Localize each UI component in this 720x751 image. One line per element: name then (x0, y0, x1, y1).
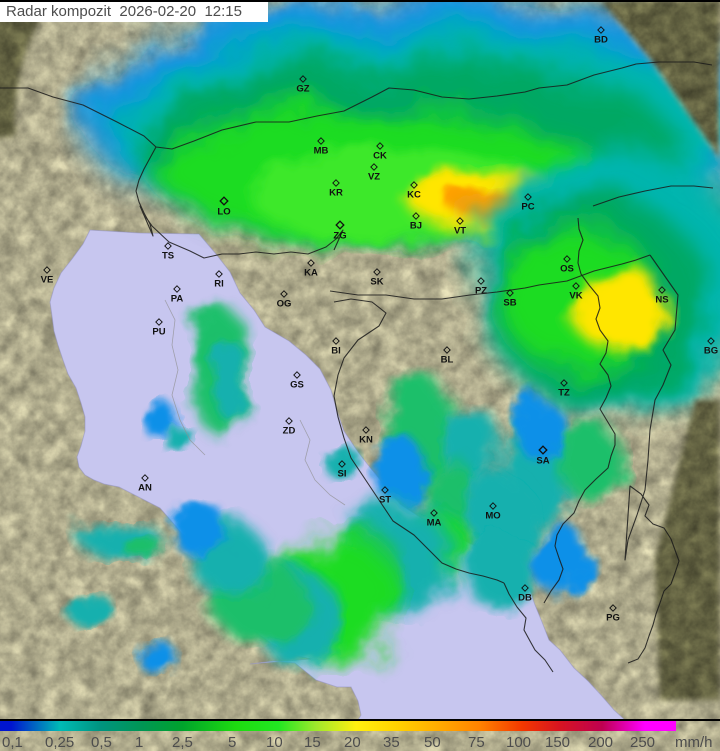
svg-text:SK: SK (370, 277, 383, 288)
svg-text:200: 200 (588, 734, 613, 751)
svg-text:PC: PC (521, 202, 534, 213)
svg-text:75: 75 (468, 734, 485, 751)
svg-text:MB: MB (314, 146, 329, 157)
svg-text:TZ: TZ (558, 388, 570, 399)
svg-text:10: 10 (266, 734, 283, 751)
svg-text:KA: KA (304, 268, 318, 279)
svg-text:BL: BL (441, 355, 454, 366)
svg-text:MO: MO (485, 511, 500, 522)
svg-text:PZ: PZ (475, 286, 487, 297)
svg-text:RI: RI (214, 279, 224, 290)
svg-text:100: 100 (506, 734, 531, 751)
svg-text:KR: KR (329, 188, 343, 199)
svg-text:OS: OS (560, 264, 574, 275)
svg-text:VZ: VZ (368, 172, 380, 183)
svg-text:15: 15 (304, 734, 321, 751)
svg-text:VE: VE (41, 275, 54, 286)
svg-text:BI: BI (331, 346, 341, 357)
svg-text:0,1: 0,1 (2, 734, 23, 751)
svg-text:OG: OG (277, 299, 292, 310)
svg-text:TS: TS (162, 251, 174, 262)
svg-text:KN: KN (359, 435, 373, 446)
svg-text:50: 50 (424, 734, 441, 751)
svg-text:Radar kompozit 2026-02-20 12: Radar kompozit 2026-02-20 12:15 (6, 3, 242, 20)
svg-text:150: 150 (545, 734, 570, 751)
svg-text:SA: SA (536, 455, 549, 466)
svg-text:DB: DB (518, 593, 532, 604)
svg-text:ST: ST (379, 495, 391, 506)
svg-text:PU: PU (152, 327, 165, 338)
svg-text:VT: VT (454, 226, 466, 237)
svg-text:BG: BG (704, 346, 718, 357)
svg-text:NS: NS (655, 295, 668, 306)
svg-text:PA: PA (171, 294, 184, 305)
svg-text:BD: BD (594, 35, 608, 46)
svg-text:250: 250 (630, 734, 655, 751)
svg-text:20: 20 (344, 734, 361, 751)
svg-text:KC: KC (407, 190, 421, 201)
svg-text:0,25: 0,25 (45, 734, 74, 751)
svg-text:35: 35 (383, 734, 400, 751)
svg-text:BJ: BJ (410, 221, 422, 232)
svg-text:AN: AN (138, 483, 152, 494)
svg-text:ZD: ZD (283, 426, 296, 437)
svg-text:MA: MA (427, 518, 442, 529)
svg-text:SB: SB (503, 298, 516, 309)
svg-text:mm/h: mm/h (675, 734, 713, 751)
svg-text:VK: VK (569, 291, 582, 302)
svg-text:SI: SI (338, 469, 347, 480)
svg-text:GZ: GZ (296, 84, 309, 95)
svg-text:5: 5 (228, 734, 236, 751)
svg-text:ZG: ZG (333, 230, 346, 241)
svg-text:1: 1 (135, 734, 143, 751)
svg-text:0,5: 0,5 (91, 734, 112, 751)
svg-text:CK: CK (373, 151, 387, 162)
svg-text:2,5: 2,5 (172, 734, 193, 751)
svg-text:PG: PG (606, 613, 620, 624)
svg-text:LO: LO (217, 206, 230, 217)
svg-text:GS: GS (290, 380, 304, 391)
